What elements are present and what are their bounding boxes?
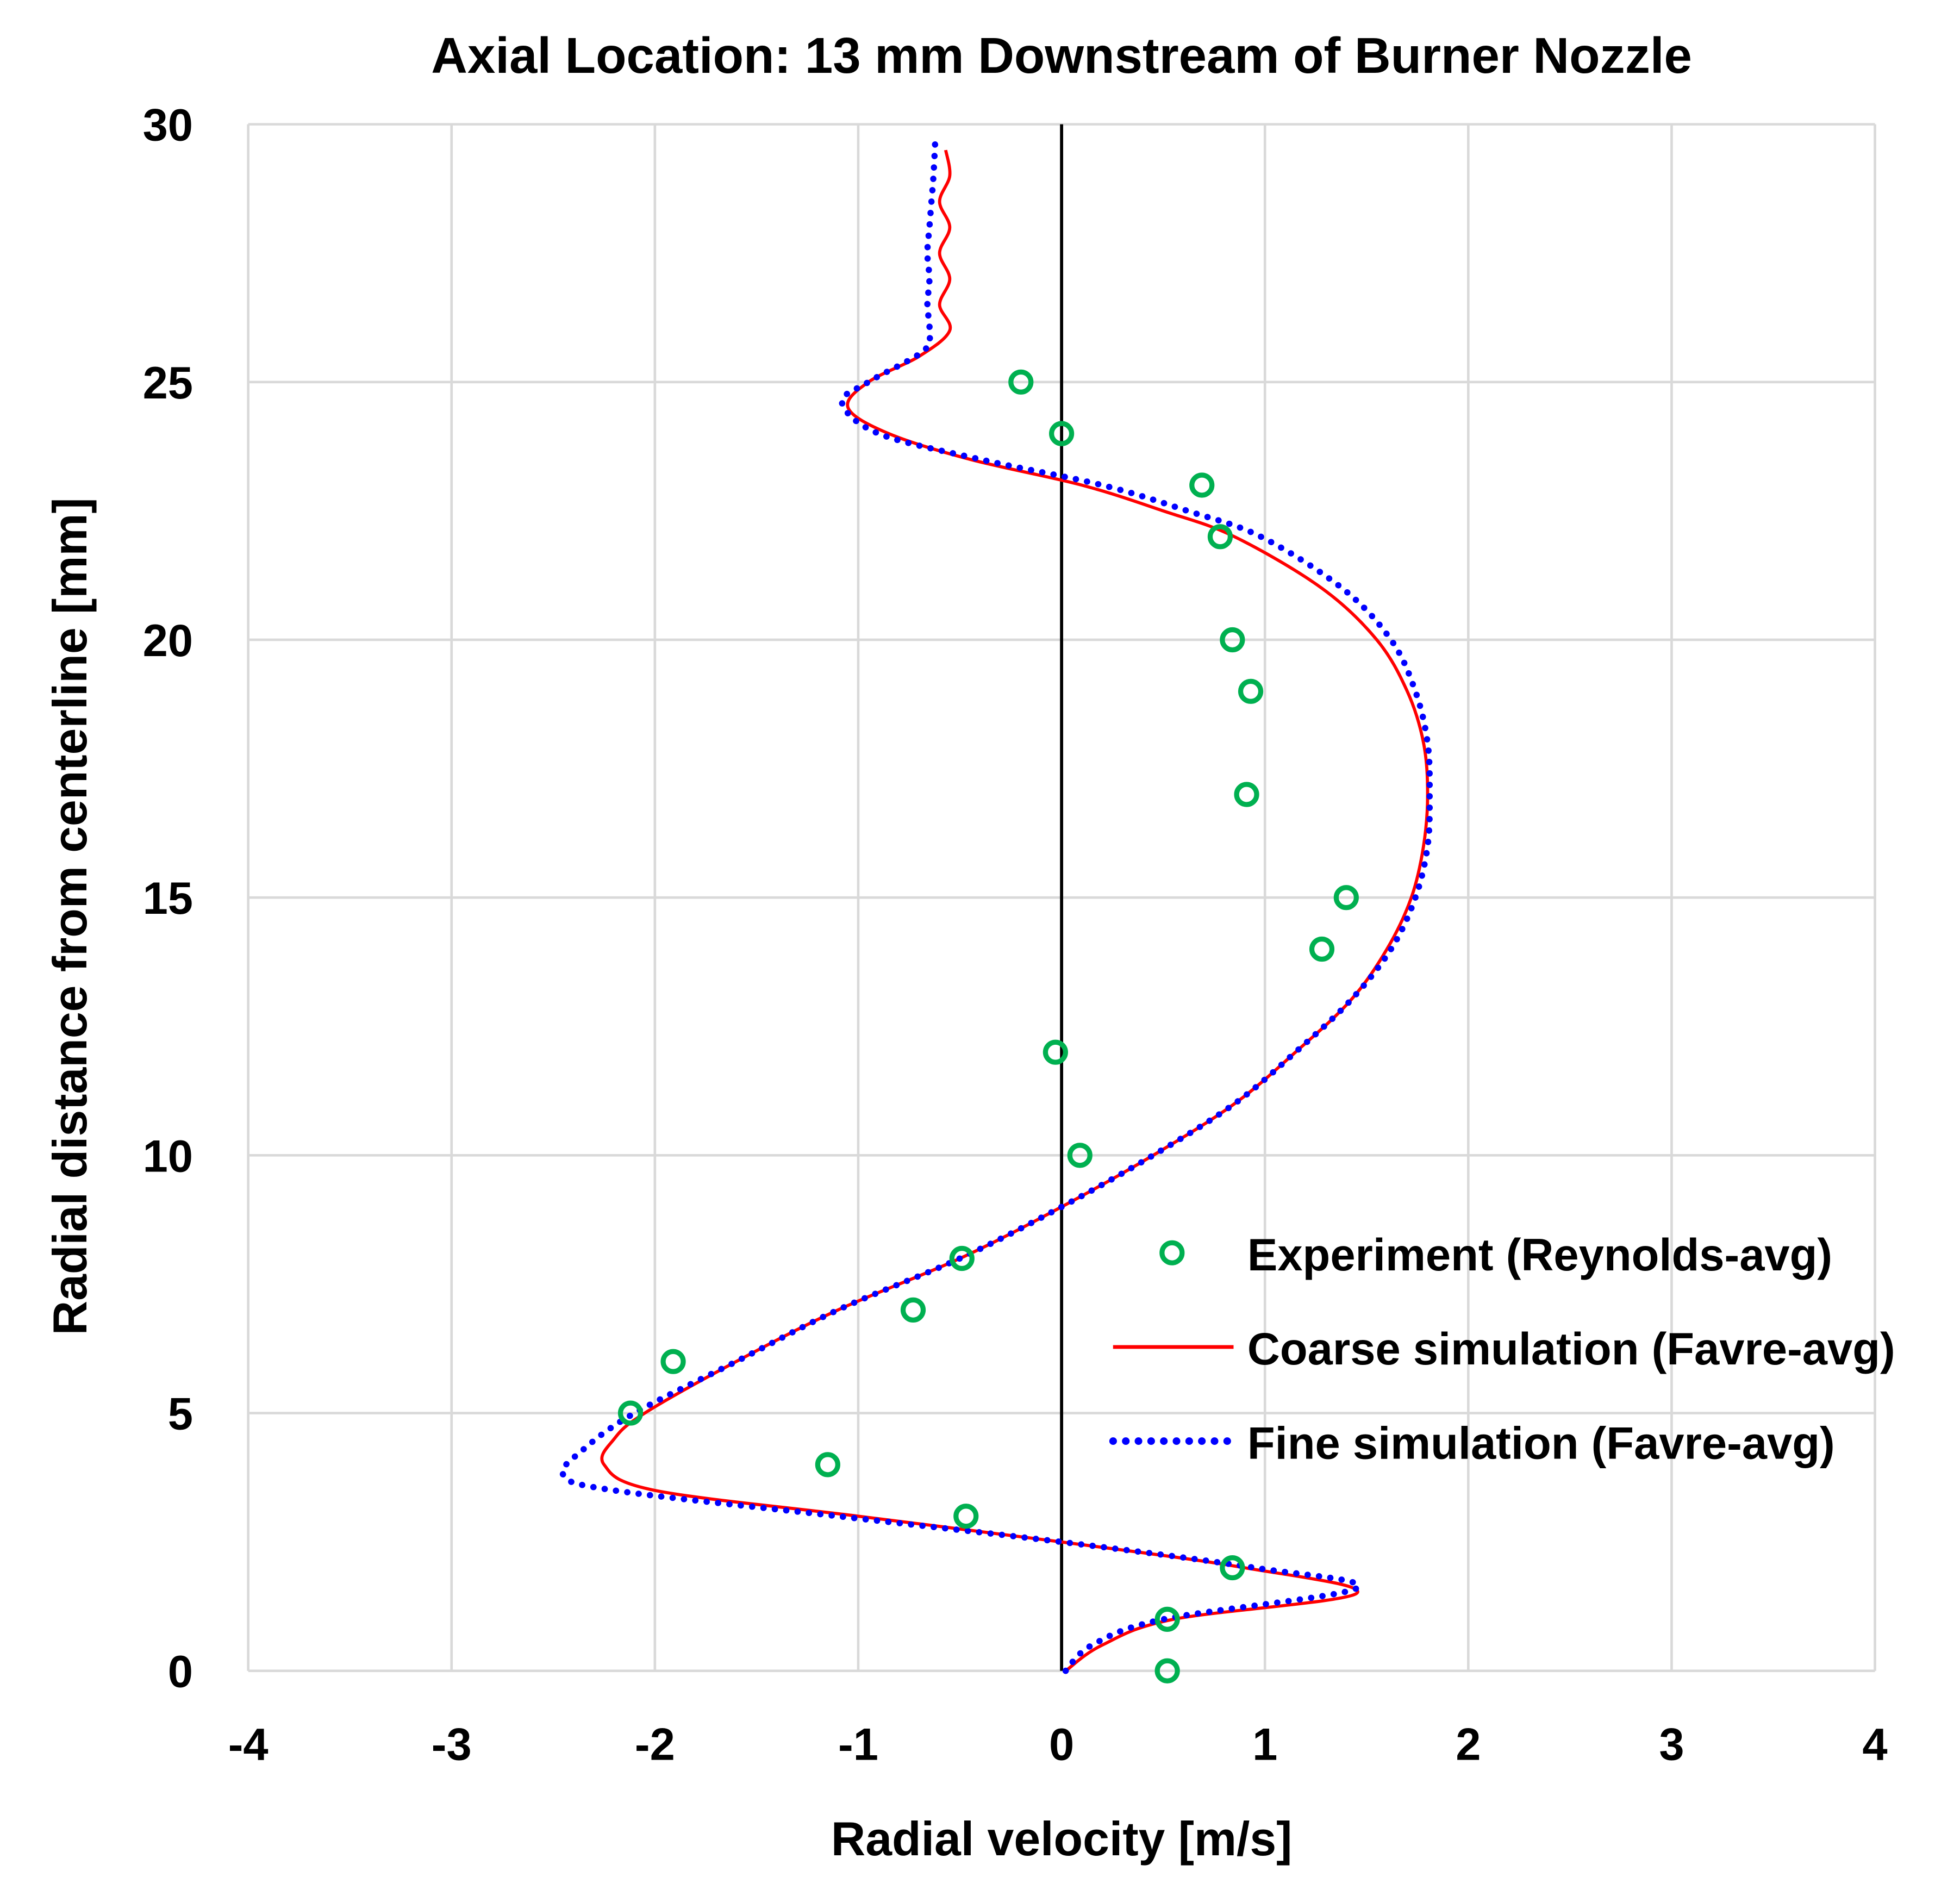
- data-point-experiment: [1154, 1658, 1180, 1684]
- y-axis-label: Radial distance from centerline [mm]: [43, 497, 97, 1335]
- data-point-experiment: [617, 1400, 644, 1426]
- data-point-experiment: [1207, 524, 1233, 550]
- data-point-experiment: [949, 1245, 975, 1271]
- y-tick-label: 20: [143, 615, 193, 666]
- data-point-experiment: [1049, 421, 1075, 446]
- data-point-experiment: [1309, 936, 1335, 962]
- data-point-experiment: [900, 1297, 926, 1323]
- x-axis-label: Radial velocity [m/s]: [831, 1812, 1293, 1866]
- data-point-experiment: [815, 1452, 840, 1477]
- y-tick-label: 5: [168, 1389, 193, 1439]
- data-point-experiment: [1189, 472, 1215, 498]
- data-point-experiment: [1220, 1555, 1245, 1581]
- y-tick-label: 15: [143, 873, 193, 924]
- data-point-experiment: [1067, 1143, 1093, 1168]
- data-point-experiment: [1333, 885, 1359, 911]
- legend-label-coarse: Coarse simulation (Favre-avg): [1247, 1324, 1895, 1374]
- legend-label-fine: Fine simulation (Favre-avg): [1247, 1418, 1835, 1468]
- x-tick-label: 2: [1456, 1719, 1481, 1770]
- series-line-fine: [559, 131, 1433, 1674]
- x-tick-label: -1: [838, 1719, 878, 1770]
- legend-marker-experiment: [1159, 1240, 1185, 1265]
- data-point-experiment: [1043, 1039, 1068, 1065]
- y-tick-label: 25: [143, 358, 193, 408]
- tick-labels: -4 -3 -2 -1 0 1 2 3 4 0 5 10 15 20 25 30: [143, 100, 1888, 1770]
- y-tick-label: 30: [143, 100, 193, 151]
- series-layer: [559, 131, 1433, 1684]
- y-tick-label: 10: [143, 1131, 193, 1181]
- legend-label-experiment: Experiment (Reynolds-avg): [1247, 1230, 1832, 1280]
- data-point-experiment: [1220, 627, 1245, 653]
- x-tick-label: 0: [1049, 1719, 1074, 1770]
- y-tick-label: 0: [168, 1647, 193, 1697]
- data-point-experiment: [1008, 369, 1034, 395]
- grid: [247, 123, 1876, 1673]
- x-tick-label: 1: [1252, 1719, 1277, 1770]
- x-tick-label: -2: [635, 1719, 675, 1770]
- data-point-experiment: [1238, 678, 1264, 704]
- x-tick-label: -4: [228, 1719, 269, 1770]
- legend: Experiment (Reynolds-avg) Coarse simulat…: [1109, 1230, 1895, 1468]
- chart-title: Axial Location: 13 mm Downstream of Burn…: [431, 27, 1692, 84]
- data-point-experiment: [660, 1349, 686, 1374]
- x-tick-label: 3: [1659, 1719, 1684, 1770]
- data-point-experiment: [1154, 1606, 1180, 1632]
- data-point-experiment: [953, 1504, 979, 1529]
- x-tick-label: -3: [432, 1719, 472, 1770]
- x-tick-label: 4: [1862, 1719, 1887, 1770]
- data-point-experiment: [1234, 782, 1259, 807]
